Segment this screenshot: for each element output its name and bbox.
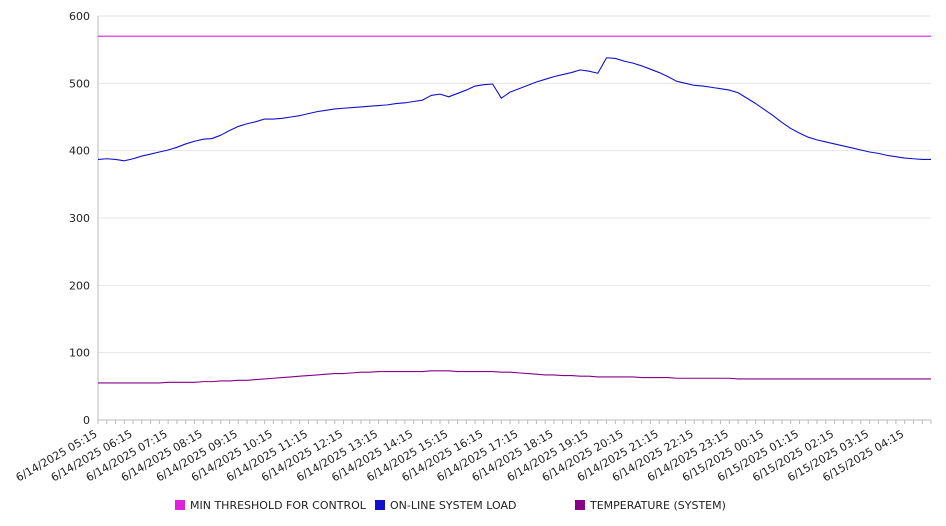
y-tick-label: 200 (69, 279, 90, 292)
series-line-2 (97, 57, 931, 162)
legend-swatch (175, 500, 185, 510)
y-tick-label: 0 (83, 414, 90, 427)
legend-swatch (575, 500, 585, 510)
legend-label: TEMPERATURE (SYSTEM) (589, 499, 726, 512)
y-tick-label: 600 (69, 10, 90, 23)
series-lines (97, 35, 931, 384)
y-tick-label: 400 (69, 145, 90, 158)
x-axis: 6/14/2025 05:156/14/2025 06:156/14/2025 … (14, 419, 932, 484)
legend-label: ON-LINE SYSTEM LOAD (390, 499, 516, 512)
y-gridlines (98, 15, 931, 354)
y-tick-label: 300 (69, 212, 90, 225)
y-axis: 0 100 200 300 400 500 600 (69, 10, 99, 427)
legend-swatch (375, 500, 385, 510)
series-line-3 (98, 370, 931, 384)
legend: MIN THRESHOLD FOR CONTROL ON-LINE SYSTEM … (175, 499, 726, 512)
y-tick-label: 100 (69, 347, 90, 360)
y-tick-label: 500 (69, 77, 90, 90)
legend-label: MIN THRESHOLD FOR CONTROL (190, 499, 367, 512)
